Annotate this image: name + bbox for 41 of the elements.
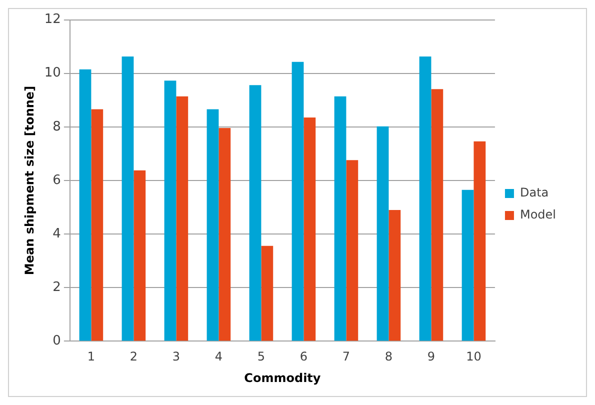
x-tick-label: 9 (427, 350, 436, 364)
x-axis-title: Commodity (244, 370, 321, 385)
x-tick-label: 7 (342, 350, 350, 364)
y-tick-label: 2 (52, 280, 61, 296)
bar (218, 128, 231, 341)
bar (376, 126, 389, 341)
x-tick-label: 6 (300, 350, 308, 364)
x-tick-label: 5 (257, 350, 266, 364)
bar (462, 190, 474, 341)
y-tick-label: 8 (52, 119, 61, 134)
bar (474, 141, 486, 341)
bar (431, 89, 444, 341)
bar (261, 246, 274, 341)
bar (346, 160, 358, 341)
bar (164, 80, 176, 341)
bar (91, 109, 104, 341)
bar (419, 56, 432, 341)
bar (304, 118, 316, 341)
x-tick-label: 8 (384, 350, 393, 364)
legend-label: Data (520, 186, 549, 200)
y-tick-label: 12 (44, 12, 61, 28)
bar (334, 96, 346, 341)
x-tick-label: 1 (87, 350, 96, 364)
bar (122, 56, 134, 341)
x-tick-label: 10 (466, 350, 482, 364)
bar (388, 210, 401, 341)
bar (79, 69, 92, 341)
bar (134, 170, 146, 341)
legend-label: Model (520, 208, 556, 222)
y-tick-label: 0 (52, 334, 61, 349)
x-tick-label: 3 (172, 350, 180, 364)
y-tick-label: 6 (52, 172, 61, 188)
bar (292, 62, 304, 341)
y-tick-label: 10 (44, 66, 61, 81)
bar (249, 85, 262, 341)
bar (176, 96, 188, 341)
x-tick-label: 4 (214, 350, 223, 364)
y-axis-title: Mean shipment size [tonne] (22, 86, 36, 276)
bar (206, 109, 219, 341)
y-tick-label: 4 (52, 226, 61, 242)
x-tick-label: 2 (130, 350, 138, 364)
